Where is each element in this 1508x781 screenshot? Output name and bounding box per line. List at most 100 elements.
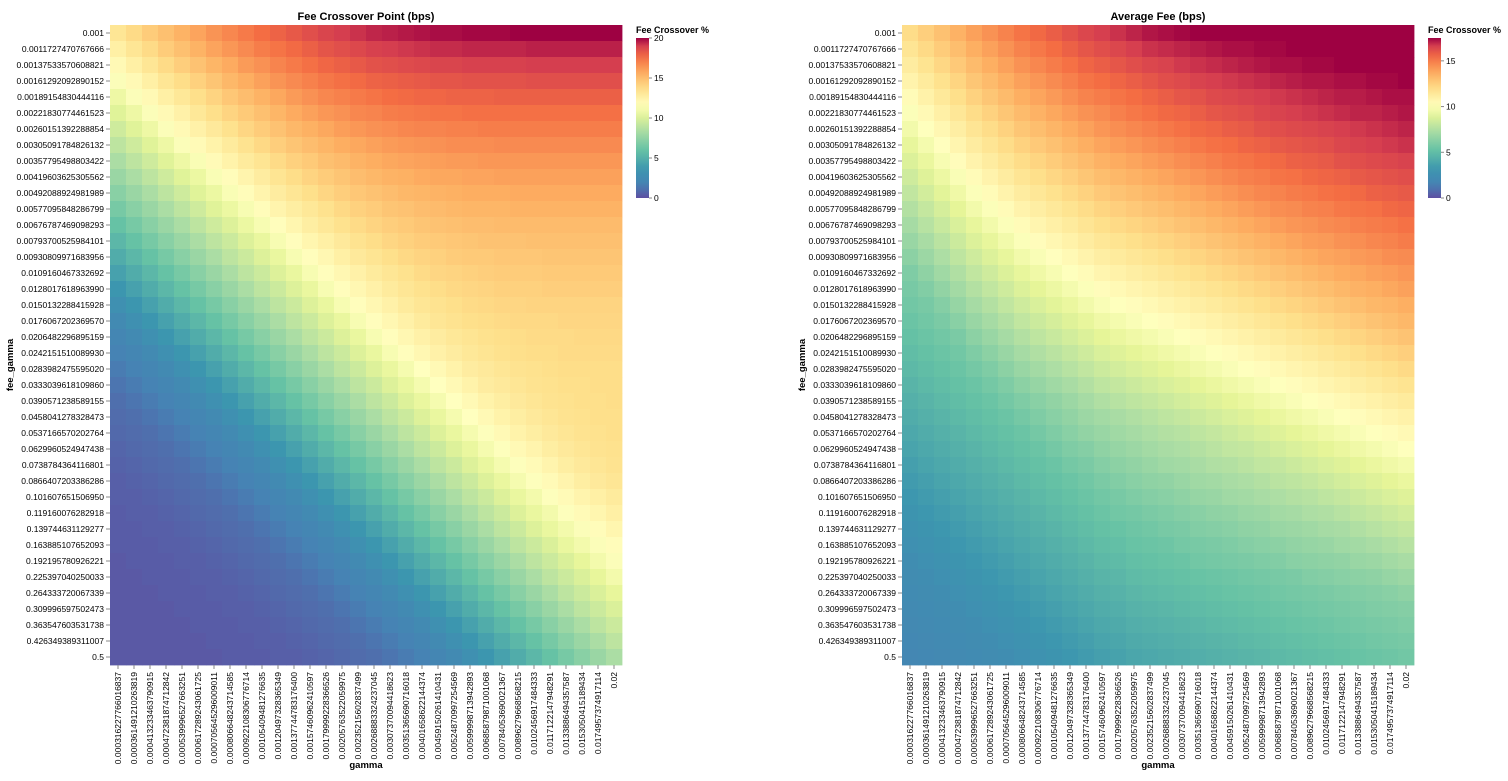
y-tick-label: 0.00577095848286799 — [17, 204, 105, 214]
heatmap-cell — [1142, 185, 1159, 202]
heatmap-cell — [1254, 425, 1271, 442]
heatmap-cell — [1062, 633, 1079, 650]
heatmap-cell — [366, 57, 383, 74]
heatmap-cell — [398, 537, 415, 554]
heatmap-cell — [398, 521, 415, 538]
heatmap-cell — [998, 505, 1015, 522]
heatmap-cell — [1126, 569, 1143, 586]
heatmap-cell — [1110, 313, 1127, 330]
heatmap-cell — [110, 57, 127, 74]
heatmap-cell — [902, 233, 919, 250]
y-tick-label: 0.00260151392288854 — [17, 124, 105, 134]
heatmap-cell — [478, 505, 495, 522]
y-tick-label: 0.0150132288415928 — [21, 300, 104, 310]
heatmap-cell — [526, 297, 543, 314]
heatmap-cell — [158, 265, 175, 282]
heatmap-cell — [414, 281, 431, 298]
heatmap-cell — [998, 473, 1015, 490]
heatmap-cell — [1126, 153, 1143, 170]
heatmap-cell — [430, 457, 447, 474]
heatmap-cell — [1142, 393, 1159, 410]
x-tick-label: 0.0153050415189434 — [577, 672, 587, 755]
heatmap-cell — [302, 297, 319, 314]
heatmap-cell — [1126, 633, 1143, 650]
heatmap-cell — [606, 249, 623, 266]
heatmap-cell — [494, 313, 511, 330]
y-tick-label: 0.0629960524947438 — [813, 444, 896, 454]
heatmap-cell — [270, 473, 287, 490]
x-tick-label: 0.00137744783176400 — [1081, 672, 1091, 760]
heatmap-cell — [206, 25, 223, 42]
heatmap-cell — [1126, 265, 1143, 282]
heatmap-cell — [414, 441, 431, 458]
heatmap-cell — [238, 345, 255, 362]
heatmap-cell — [558, 377, 575, 394]
heatmap-cell — [1014, 329, 1031, 346]
heatmap-cell — [206, 537, 223, 554]
heatmap-cell — [270, 281, 287, 298]
legend-tick-label: 20 — [654, 33, 664, 43]
heatmap-cell — [1238, 297, 1255, 314]
heatmap-cell — [1302, 537, 1319, 554]
heatmap-cell — [142, 633, 159, 650]
heatmap-cell — [110, 553, 127, 570]
heatmap-cell — [1382, 633, 1399, 650]
heatmap-cell — [1270, 537, 1287, 554]
heatmap-cell — [510, 473, 527, 490]
heatmap-cell — [1350, 601, 1367, 618]
heatmap-cell — [1334, 57, 1351, 74]
heatmap-cell — [1190, 105, 1207, 122]
heatmap-cell — [206, 649, 223, 666]
heatmap-cell — [366, 121, 383, 138]
heatmap-cell — [334, 217, 351, 234]
heatmap-cell — [366, 601, 383, 618]
heatmap-cell — [174, 537, 191, 554]
heatmap-cell — [1014, 281, 1031, 298]
heatmap-cell — [1062, 89, 1079, 106]
heatmap-cell — [966, 393, 983, 410]
heatmap-cell — [918, 105, 935, 122]
heatmap-cell — [334, 425, 351, 442]
heatmap-cell — [462, 25, 479, 42]
heatmap-cell — [270, 153, 287, 170]
heatmap-cell — [1222, 313, 1239, 330]
heatmap-cell — [254, 553, 271, 570]
heatmap-cell — [174, 217, 191, 234]
heatmap-cell — [1094, 201, 1111, 218]
heatmap-cell — [126, 41, 143, 58]
heatmap-cell — [158, 121, 175, 138]
heatmap-cell — [510, 73, 527, 90]
heatmap-cell — [998, 137, 1015, 154]
heatmap-cell — [110, 73, 127, 90]
heatmap-cell — [1366, 425, 1383, 442]
heatmap-cell — [206, 233, 223, 250]
heatmap-cell — [430, 217, 447, 234]
heatmap-cell — [542, 553, 559, 570]
heatmap-cell — [1142, 473, 1159, 490]
heatmap-cell — [1094, 361, 1111, 378]
heatmap-cell — [1126, 377, 1143, 394]
heatmap-cell — [286, 121, 303, 138]
x-tick-label: 0.00268883324237045 — [1161, 672, 1171, 760]
heatmap-cell — [590, 313, 607, 330]
heatmap-cell — [982, 569, 999, 586]
heatmap-cell — [1126, 361, 1143, 378]
x-tick-label: 0.00896279668568215 — [1305, 672, 1315, 760]
heatmap-cell — [558, 297, 575, 314]
x-tick-label: 0.0133886494357587 — [1353, 672, 1363, 755]
heatmap-cell — [174, 201, 191, 218]
heatmap-cell — [350, 489, 367, 506]
heatmap-cell — [366, 313, 383, 330]
heatmap-cell — [1046, 633, 1063, 650]
heatmap-cell — [1126, 73, 1143, 90]
heatmap-cell — [606, 585, 623, 602]
heatmap-cell — [142, 345, 159, 362]
heatmap-cell — [286, 73, 303, 90]
heatmap-cell — [190, 361, 207, 378]
y-tick-label: 0.00676787469098293 — [809, 220, 897, 230]
heatmap-cell — [918, 137, 935, 154]
heatmap-cell — [478, 73, 495, 90]
heatmap-cell — [334, 233, 351, 250]
heatmap-cell — [606, 233, 623, 250]
